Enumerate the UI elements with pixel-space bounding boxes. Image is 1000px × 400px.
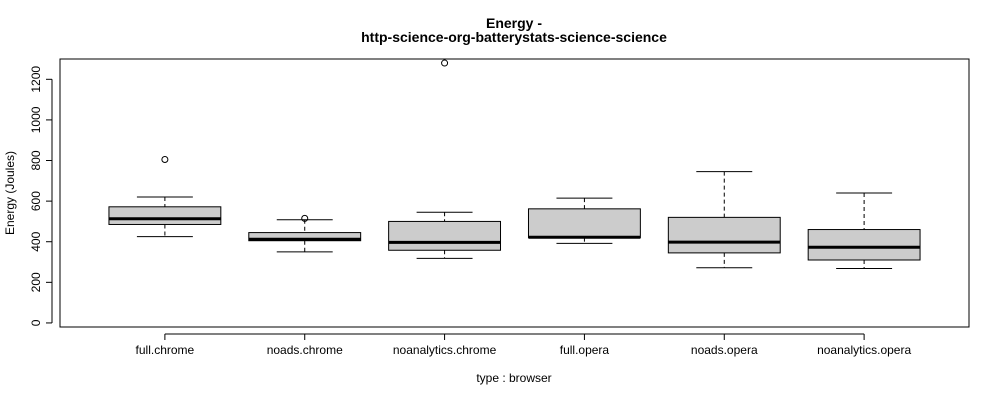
outlier-full.chrome-0 bbox=[161, 156, 169, 163]
x-tick-label-noanalytics.opera: noanalytics.opera bbox=[817, 343, 911, 357]
outlier-noanalytics.chrome-0 bbox=[441, 59, 449, 67]
y-tick-label-1000: 1000 bbox=[29, 106, 43, 133]
y-tick-label-1200: 1200 bbox=[29, 66, 43, 93]
y-tick-label-600: 600 bbox=[29, 191, 43, 211]
box-full.chrome bbox=[108, 206, 222, 225]
chart-title-line1: Energy - bbox=[486, 15, 542, 31]
box-full.opera bbox=[527, 208, 641, 239]
y-tick-label-0: 0 bbox=[29, 319, 43, 326]
x-tick-label-full.opera: full.opera bbox=[560, 343, 610, 357]
y-axis-label: Energy (Joules) bbox=[3, 151, 17, 235]
x-tick-label-noads.opera: noads.opera bbox=[691, 343, 758, 357]
box-noanalytics.chrome bbox=[388, 220, 502, 251]
chart-marks: 0 200 400 600 800 1000 1200 full.chrome noads.ch… bbox=[29, 59, 921, 357]
y-tick-label-200: 200 bbox=[29, 272, 43, 292]
x-tick-label-noads.chrome: noads.chrome bbox=[267, 343, 343, 357]
y-tick-label-400: 400 bbox=[29, 231, 43, 251]
y-tick-label-800: 800 bbox=[29, 150, 43, 170]
box-noads.opera bbox=[667, 216, 781, 254]
x-axis-label: type : browser bbox=[476, 371, 551, 385]
x-tick-label-full.chrome: full.chrome bbox=[136, 343, 195, 357]
box-noanalytics.opera bbox=[807, 229, 921, 261]
chart-title-line2: http-science-org-batterystats-science-sc… bbox=[361, 29, 667, 45]
x-tick-label-noanalytics.chrome: noanalytics.chrome bbox=[393, 343, 497, 357]
plot-frame bbox=[59, 58, 970, 328]
outlier-noads.chrome-0 bbox=[301, 214, 309, 222]
